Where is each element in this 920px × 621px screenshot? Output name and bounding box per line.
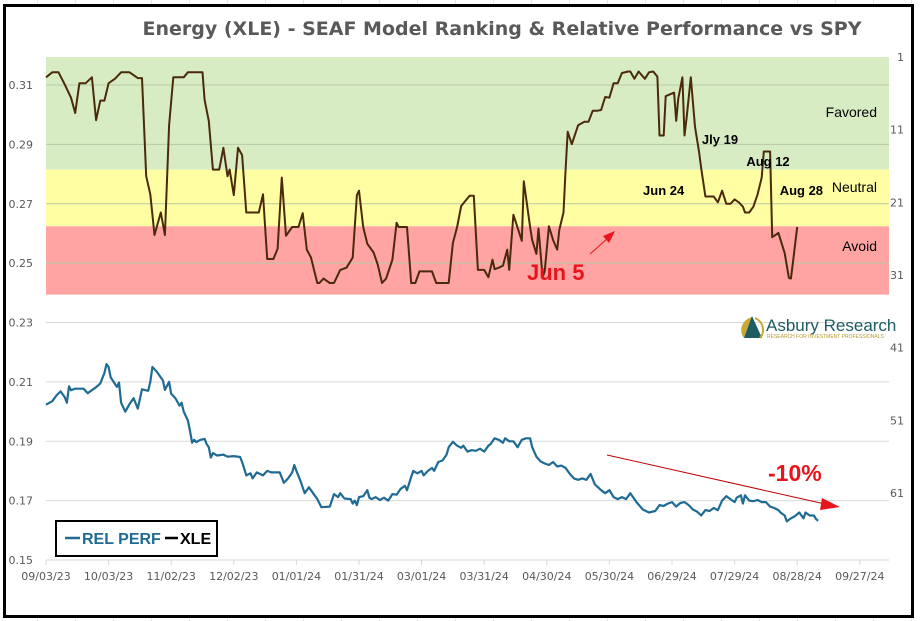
zone-label-neutral: Neutral <box>832 179 877 195</box>
zone-band-favored <box>46 57 889 170</box>
x-tick-label: 09/03/23 <box>21 570 70 583</box>
left-tick-label: 0.27 <box>9 198 34 211</box>
left-tick-label: 0.15 <box>9 554 34 567</box>
right-tick-label: 1 <box>897 51 904 64</box>
chart-title: Energy (XLE) - SEAF Model Ranking & Rela… <box>143 18 862 40</box>
x-tick-label: 09/27/24 <box>835 570 884 583</box>
left-tick-label: 0.19 <box>9 435 34 448</box>
x-tick-label: 08/28/24 <box>772 570 821 583</box>
left-tick-label: 0.31 <box>9 79 34 92</box>
left-axis-ticks: 0.31 0.29 0.27 0.25 0.23 0.21 0.19 0.17 0.15 <box>9 79 34 567</box>
right-tick-label: 61 <box>890 487 904 500</box>
x-tick-label: 01/31/24 <box>334 570 383 583</box>
x-tick-label: 11/02/23 <box>146 570 195 583</box>
left-tick-label: 0.25 <box>9 257 34 270</box>
minus-10-callout: -10% <box>606 454 840 510</box>
legend-label-xle: XLE <box>180 531 211 548</box>
x-tick-label: 03/31/24 <box>459 570 508 583</box>
x-tick-label: 01/01/24 <box>272 570 321 583</box>
annotation-labels: Jun 24 Jly 19 Aug 12 Aug 28 <box>643 132 823 198</box>
asbury-logo: Asbury Research RESEARCH FOR INVESTMENT … <box>741 316 896 340</box>
logo-mark-swoosh <box>754 317 764 339</box>
zone-label-avoid: Avoid <box>842 238 877 254</box>
annotation-jun-24: Jun 24 <box>643 183 685 198</box>
x-tick-label: 07/29/24 <box>710 570 759 583</box>
jun5-arrow-shaft <box>589 237 609 255</box>
jun5-callout: Jun 5 <box>527 231 615 285</box>
jun5-label: Jun 5 <box>527 260 584 285</box>
x-tick-label: 12/02/23 <box>209 570 258 583</box>
logo-name: Asbury Research <box>766 316 896 335</box>
series-line-rel-perf <box>45 363 819 523</box>
legend-box <box>55 520 218 557</box>
x-tick-label: 06/29/24 <box>647 570 696 583</box>
zone-labels: Favored Neutral Avoid <box>826 104 877 254</box>
left-tick-label: 0.29 <box>9 138 34 151</box>
right-tick-label: 11 <box>890 124 904 137</box>
logo-mark-gold <box>741 317 752 338</box>
series-line-xle <box>45 70 799 284</box>
annotation-aug-28: Aug 28 <box>780 183 823 198</box>
x-tick-label: 10/03/23 <box>84 570 133 583</box>
x-tick-label: 04/30/24 <box>522 570 571 583</box>
legend: REL PERF XLE <box>55 520 218 557</box>
x-tick-label: 03/01/24 <box>397 570 446 583</box>
left-tick-label: 0.17 <box>9 495 34 508</box>
minus-10-label: -10% <box>768 460 822 486</box>
x-axis: 09/03/23 10/03/23 11/02/23 12/02/23 01/01/24… <box>21 559 885 583</box>
right-tick-label: 31 <box>890 269 904 282</box>
jun5-arrow-head <box>603 231 615 243</box>
x-tick-label: 05/30/24 <box>585 570 634 583</box>
left-tick-label: 0.23 <box>9 317 34 330</box>
legend-label-rel-perf: REL PERF <box>82 531 161 548</box>
logo-mark-teal <box>744 316 762 338</box>
zone-bands <box>46 57 889 295</box>
zone-band-avoid <box>46 226 889 295</box>
annotation-jly-19: Jly 19 <box>702 132 738 147</box>
right-tick-label: 41 <box>890 342 904 355</box>
logo-tagline: RESEARCH FOR INVESTMENT PROFESSIONALS <box>767 334 885 340</box>
trend-arrow-head <box>820 498 840 510</box>
right-tick-label: 51 <box>890 414 904 427</box>
left-tick-label: 0.21 <box>9 376 34 389</box>
annotation-aug-12: Aug 12 <box>746 154 789 169</box>
trend-arrow-shaft <box>606 454 826 505</box>
right-tick-label: 21 <box>890 196 904 209</box>
zone-label-favored: Favored <box>826 104 877 120</box>
